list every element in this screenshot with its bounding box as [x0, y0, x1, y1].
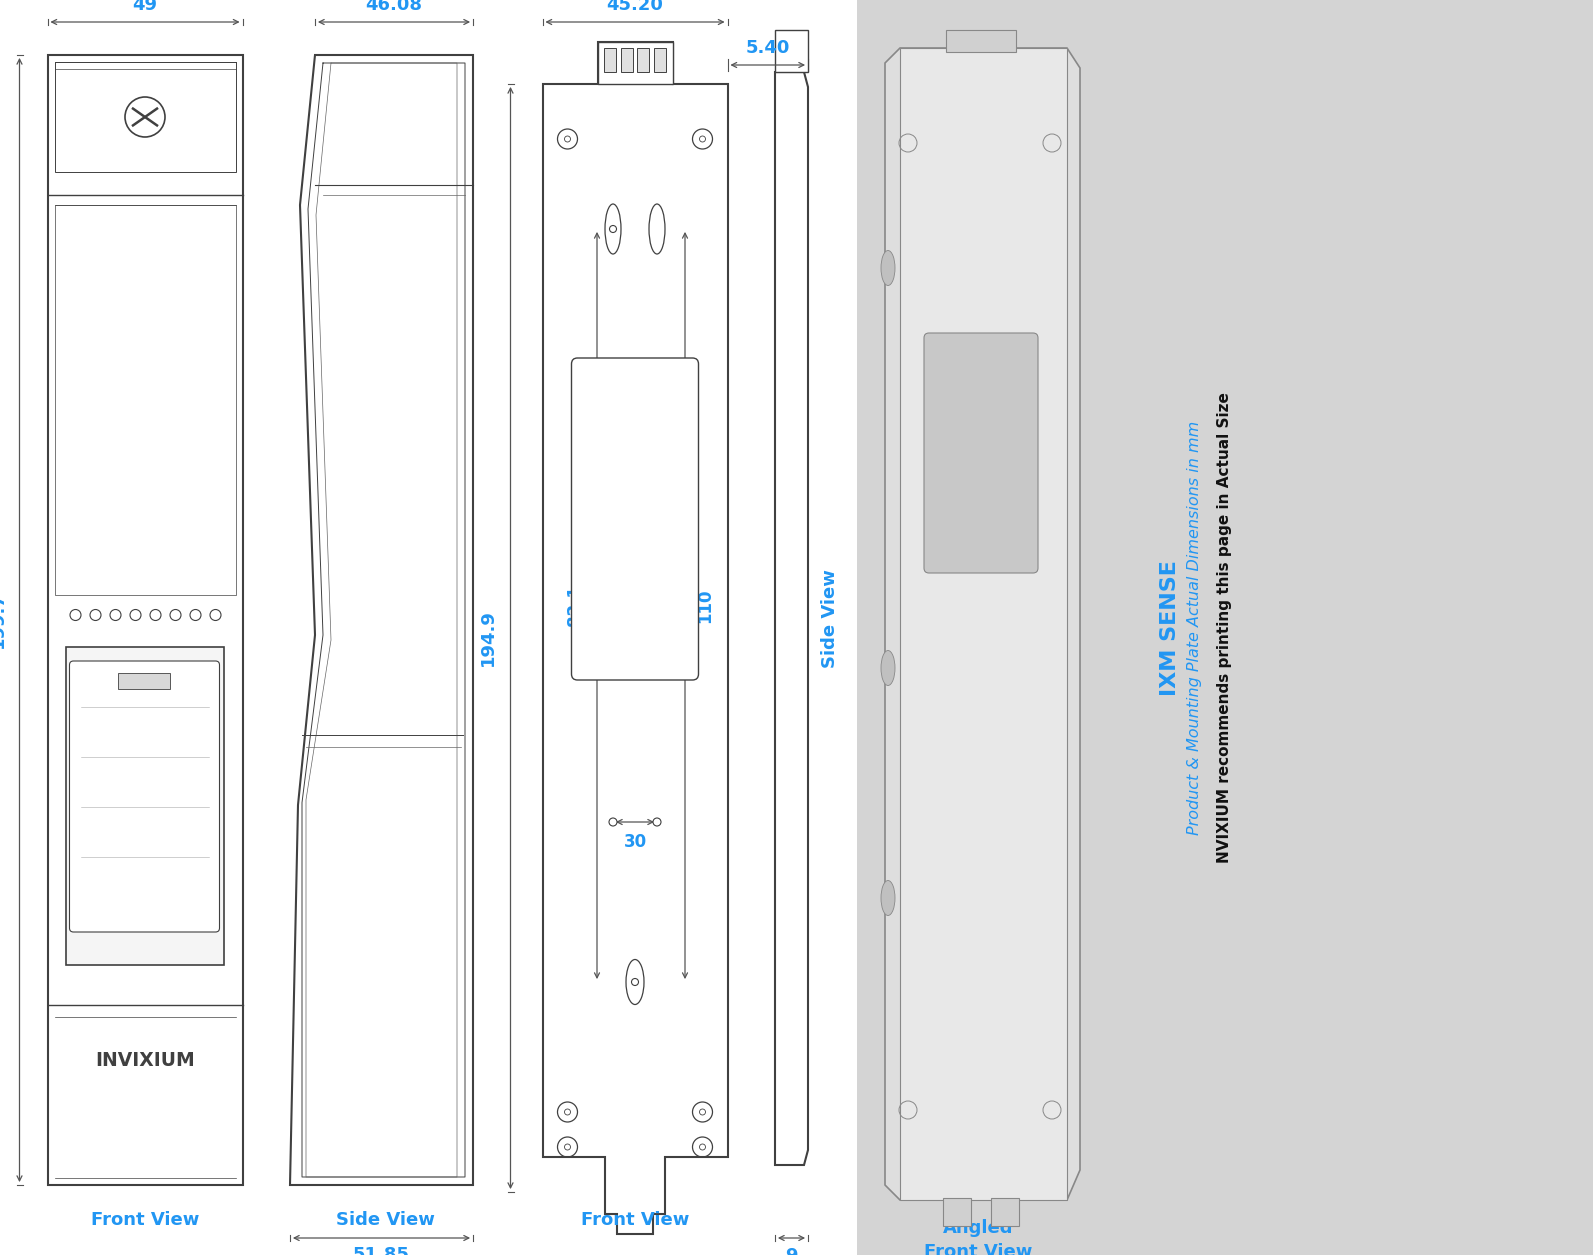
Polygon shape — [776, 72, 808, 1165]
Bar — [597, 41, 672, 84]
Bar — [118, 673, 169, 689]
Ellipse shape — [881, 650, 895, 685]
FancyBboxPatch shape — [924, 333, 1039, 574]
Ellipse shape — [626, 960, 644, 1004]
Ellipse shape — [881, 881, 895, 915]
Polygon shape — [900, 48, 1067, 1200]
Bar — [604, 48, 616, 72]
Circle shape — [631, 979, 639, 985]
Ellipse shape — [881, 251, 895, 285]
Text: 199.7: 199.7 — [0, 591, 6, 649]
Text: NVIXIUM recommends printing this page in Actual Size: NVIXIUM recommends printing this page in… — [1217, 393, 1233, 863]
Polygon shape — [886, 48, 1080, 1200]
Text: 194.9: 194.9 — [478, 610, 497, 666]
Bar — [637, 48, 648, 72]
Text: Front View: Front View — [91, 1211, 199, 1229]
Bar — [54, 205, 236, 595]
Bar — [991, 1199, 1020, 1226]
Text: Product & Mounting Plate Actual Dimensions in mm: Product & Mounting Plate Actual Dimensio… — [1187, 420, 1203, 835]
Circle shape — [653, 818, 661, 826]
Ellipse shape — [605, 205, 621, 254]
Text: 51.85: 51.85 — [354, 1246, 409, 1255]
Text: 5.40: 5.40 — [746, 39, 790, 56]
Text: 45.20: 45.20 — [607, 0, 663, 14]
Bar — [621, 48, 632, 72]
FancyBboxPatch shape — [572, 358, 698, 680]
Bar — [776, 30, 808, 72]
Text: Angled
Front View: Angled Front View — [924, 1219, 1032, 1255]
Polygon shape — [290, 55, 473, 1185]
Text: Side View: Side View — [820, 569, 840, 668]
Bar — [857, 0, 1593, 1255]
Ellipse shape — [648, 205, 664, 254]
Text: 46.08: 46.08 — [365, 0, 422, 14]
Bar — [943, 1199, 972, 1226]
Circle shape — [610, 226, 616, 232]
Text: Front View: Front View — [581, 1211, 690, 1229]
Text: Side View: Side View — [336, 1211, 435, 1229]
Text: INVIXIUM: INVIXIUM — [96, 1050, 194, 1069]
Text: 110: 110 — [696, 589, 714, 622]
Bar — [65, 648, 223, 965]
Text: 82.1: 82.1 — [566, 585, 585, 626]
Polygon shape — [543, 41, 728, 1234]
Bar — [655, 48, 666, 72]
Text: 30: 30 — [623, 833, 647, 851]
Text: 9: 9 — [785, 1247, 798, 1255]
Bar — [946, 30, 1016, 51]
Circle shape — [609, 818, 616, 826]
Text: 49: 49 — [132, 0, 158, 14]
FancyBboxPatch shape — [70, 661, 220, 932]
Text: IXM SENSE: IXM SENSE — [1160, 560, 1180, 697]
Bar — [48, 55, 242, 1185]
Bar — [54, 61, 236, 172]
